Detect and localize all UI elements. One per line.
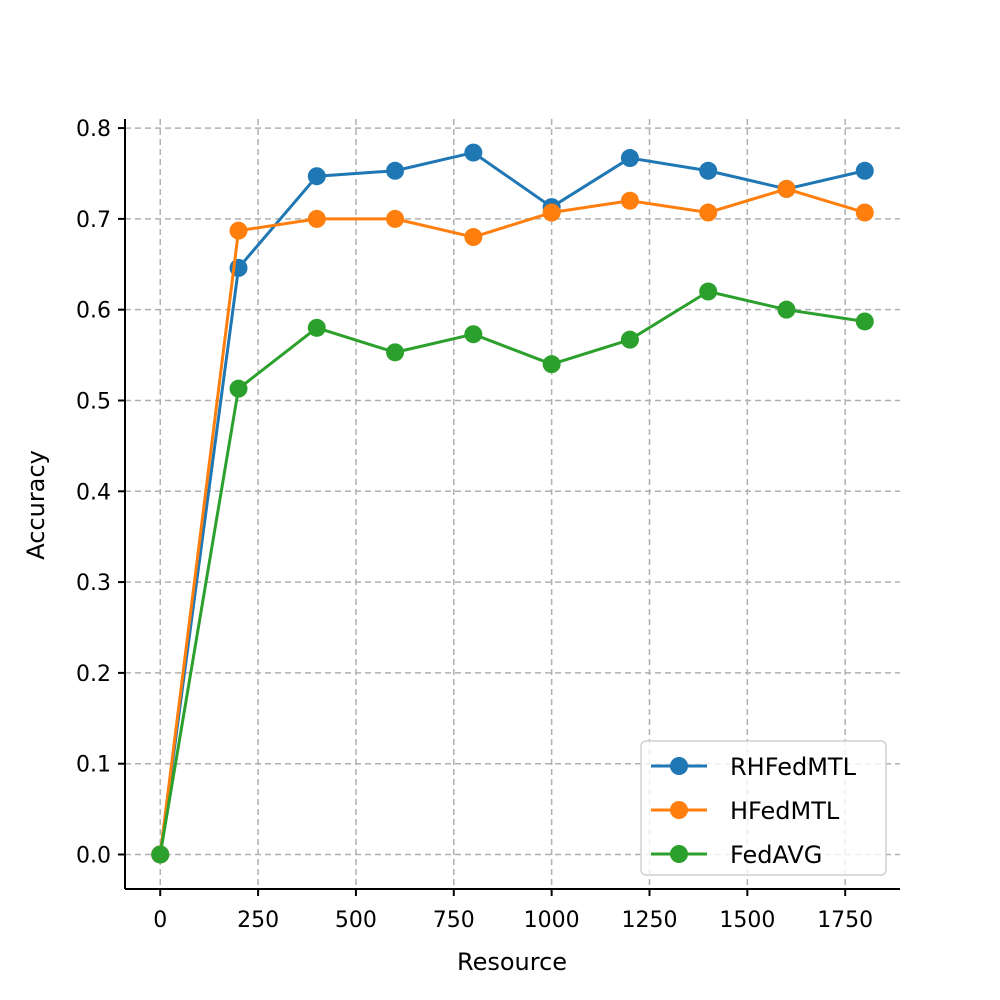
- data-point-fedavg: [229, 379, 248, 398]
- data-point-rhfedmtl: [307, 167, 326, 186]
- data-point-rhfedmtl: [699, 161, 718, 180]
- data-point-hfedmtl: [699, 203, 718, 222]
- series-group: [151, 143, 874, 864]
- legend-marker-hfedmtl: [670, 801, 688, 819]
- data-point-hfedmtl: [386, 209, 405, 228]
- axes: [124, 119, 900, 890]
- y-tick-label: 0.1: [76, 753, 111, 778]
- y-tick-label: 0.7: [76, 208, 111, 233]
- series-line-hfedmtl: [158, 187, 866, 855]
- legend-item-hfedmtl: HFedMTL: [651, 797, 840, 825]
- x-tick-label: 250: [237, 908, 279, 933]
- data-point-fedavg: [855, 312, 874, 331]
- x-axis-title: Resource: [457, 948, 567, 976]
- legend-item-rhfedmtl: RHFedMTL: [651, 753, 857, 781]
- data-point-fedavg: [151, 845, 170, 864]
- data-point-fedavg: [464, 325, 483, 344]
- data-point-rhfedmtl: [464, 143, 483, 162]
- series-line-fedavg: [158, 290, 865, 855]
- data-point-hfedmtl: [777, 179, 796, 198]
- y-tick-label: 0.2: [76, 662, 111, 687]
- data-point-hfedmtl: [542, 203, 561, 222]
- x-tick-label: 1000: [524, 908, 580, 933]
- y-tick-label: 0.4: [76, 480, 111, 505]
- data-point-hfedmtl: [229, 221, 248, 240]
- legend-marker-fedavg: [670, 845, 688, 863]
- data-point-fedavg: [307, 318, 326, 337]
- data-point-fedavg: [699, 282, 718, 301]
- data-point-hfedmtl: [307, 209, 326, 228]
- y-ticks: 0.0 0.1 0.2 0.3 0.4 0.5 0.6 0.7 0.8: [76, 117, 125, 868]
- data-point-hfedmtl: [855, 203, 874, 222]
- x-ticks: 0 250 500 750 1000 1250 1500 1750: [153, 889, 873, 933]
- legend-label-fedavg: FedAVG: [730, 841, 822, 869]
- legend-label-rhfedmtl: RHFedMTL: [730, 753, 857, 781]
- legend: RHFedMTL HFedMTL FedAVG: [640, 740, 887, 876]
- data-point-fedavg: [542, 355, 561, 374]
- data-point-hfedmtl: [464, 228, 483, 247]
- legend-label-hfedmtl: HFedMTL: [730, 797, 840, 825]
- y-tick-label: 0.3: [76, 571, 111, 596]
- y-tick-label: 0.6: [76, 299, 111, 324]
- y-tick-label: 0.8: [76, 117, 111, 142]
- series-fedavg: [151, 282, 874, 864]
- data-point-fedavg: [777, 300, 796, 319]
- data-point-fedavg: [386, 343, 405, 362]
- legend-item-fedavg: FedAVG: [651, 841, 822, 869]
- x-tick-label: 1750: [817, 908, 873, 933]
- data-point-rhfedmtl: [855, 161, 874, 180]
- x-tick-label: 500: [335, 908, 377, 933]
- y-tick-label: 0.5: [76, 389, 111, 414]
- series-line-rhfedmtl: [158, 151, 866, 855]
- data-point-rhfedmtl: [386, 161, 405, 180]
- y-tick-label: 0.0: [76, 843, 111, 868]
- x-tick-label: 1500: [719, 908, 775, 933]
- legend-box: [640, 740, 887, 876]
- y-axis-title: Accuracy: [22, 450, 50, 560]
- data-point-fedavg: [620, 330, 639, 349]
- x-tick-label: 0: [153, 908, 167, 933]
- data-point-rhfedmtl: [620, 149, 639, 168]
- legend-marker-rhfedmtl: [670, 757, 688, 775]
- data-point-hfedmtl: [620, 191, 639, 210]
- x-tick-label: 750: [433, 908, 475, 933]
- x-tick-label: 1250: [621, 908, 677, 933]
